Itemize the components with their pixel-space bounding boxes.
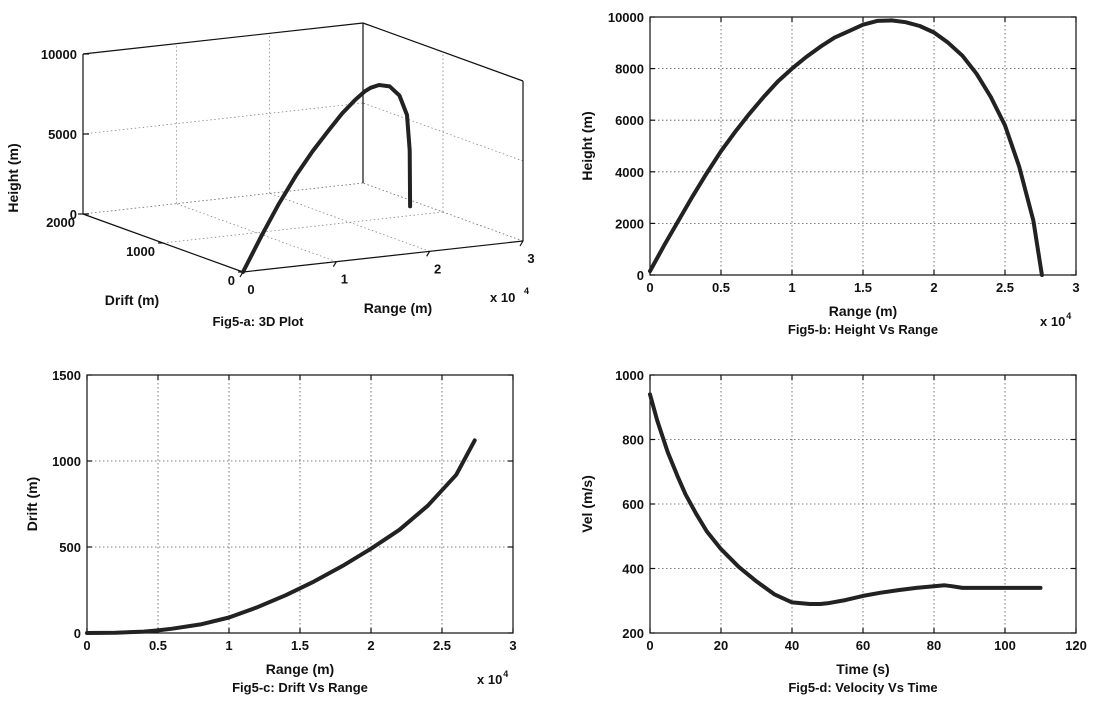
y-axis-label: Drift (m) [105, 292, 159, 308]
x-tick-label: 0 [247, 282, 254, 297]
y-tick-label: 800 [622, 433, 644, 448]
y-tick-label: 0 [74, 626, 81, 641]
side-wall-gridline [362, 102, 524, 162]
back-wall-gridline [82, 102, 364, 135]
y-axis-label: Vel (m/s) [579, 475, 595, 533]
series-line [241, 83, 413, 274]
y-tick-label: 500 [59, 540, 81, 555]
x-tick-label: 0 [646, 638, 653, 653]
x-axis-label: Range (m) [364, 300, 432, 316]
y-tick-label: 2000 [46, 215, 75, 230]
x-tick-mark [332, 261, 337, 267]
y-axis-label: Drift (m) [24, 477, 40, 531]
x-axis-label: Range (m) [266, 661, 334, 677]
x-tick-label: 20 [714, 638, 728, 653]
x-tick-label: 2 [434, 261, 441, 276]
y-tick-label: 200 [622, 626, 644, 641]
figure-caption: Fig5-d: Velocity Vs Time [788, 680, 937, 695]
z-tick-label: 5000 [48, 127, 77, 142]
box-edge [242, 240, 524, 273]
fig5d-chart: 0 20 40 60 80 100 120 200 400 600 800 1000 Time (s) V… [579, 368, 1087, 695]
y-tick-label: 1000 [126, 244, 155, 259]
x-tick-label: 60 [856, 638, 870, 653]
floor-gridline [362, 182, 524, 242]
x-exponent-value: 4 [503, 669, 508, 679]
series-line [648, 18, 1044, 277]
figure-caption: Fig5-b: Height Vs Range [788, 322, 938, 337]
floor-gridline [269, 193, 430, 252]
x-tick-label: 1 [341, 272, 348, 287]
box-edge [82, 22, 364, 55]
fig5c-chart: 0 0.5 1 1.5 2 2.5 3 0 500 1000 1500 Range (m) Drift … [24, 368, 517, 695]
y-tick-label: 1000 [52, 454, 81, 469]
x-tick-label: 2 [367, 638, 374, 653]
series-line [648, 392, 1043, 606]
x-tick-label: 120 [1065, 638, 1087, 653]
x-axis-label: Time (s) [836, 661, 889, 677]
x-tick-label: 3 [1072, 280, 1079, 295]
x-tick-label: 80 [927, 638, 941, 653]
figure-caption: Fig5-a: 3D Plot [212, 314, 304, 329]
x-tick-label: 1.5 [854, 280, 872, 295]
x-exponent-label: x 10 [477, 672, 502, 687]
y-axis-label: Height (m) [579, 111, 595, 180]
floor-gridline [176, 203, 337, 262]
box-edge [362, 22, 524, 82]
x-tick-label: 1 [788, 280, 795, 295]
x-tick-label: 2.5 [433, 638, 451, 653]
x-tick-label: 3 [527, 251, 534, 266]
x-tick-label: 100 [994, 638, 1016, 653]
floor-gridline [82, 182, 364, 215]
x-tick-label: 0.5 [149, 638, 167, 653]
y-tick-label: 4000 [615, 165, 644, 180]
x-exponent-label: x 10 [1040, 314, 1065, 329]
x-tick-label: 2 [930, 280, 937, 295]
x-tick-label: 40 [785, 638, 799, 653]
x-tick-mark [519, 240, 524, 247]
fig5b-chart: 0 0.5 1 1.5 2 2.5 3 0 2000 4000 6000 8000 10000 Range… [579, 10, 1080, 337]
y-tick-label: 400 [622, 562, 644, 577]
z-axis-label: Height (m) [5, 143, 21, 212]
x-tick-label: 0.5 [712, 280, 730, 295]
y-tick-label: 8000 [615, 62, 644, 77]
floor-gridline [162, 211, 444, 244]
x-tick-label: 1.5 [291, 638, 309, 653]
y-tick-label: 2000 [615, 216, 644, 231]
x-tick-label: 0 [646, 280, 653, 295]
y-tick-label: 10000 [608, 10, 644, 25]
z-tick-label: 0 [70, 207, 77, 222]
figure-caption: Fig5-c: Drift Vs Range [232, 680, 368, 695]
z-tick-label: 10000 [41, 47, 77, 62]
y-tick-label: 1000 [615, 368, 644, 383]
x-tick-label: 3 [509, 638, 516, 653]
x-exponent-value: 4 [524, 286, 529, 296]
x-exponent-label: x 10 [490, 290, 515, 305]
y-tick-label: 1500 [52, 368, 81, 383]
x-tick-label: 1 [225, 638, 232, 653]
x-axis-label: Range (m) [829, 303, 897, 319]
x-tick-label: 2.5 [996, 280, 1014, 295]
series-line [85, 438, 477, 635]
x-tick-label: 0 [83, 638, 90, 653]
x-exponent-value: 4 [1066, 311, 1071, 321]
y-tick-label: 0 [637, 268, 644, 283]
y-tick-label: 6000 [615, 113, 644, 128]
y-tick-label: 600 [622, 497, 644, 512]
y-tick-label: 0 [228, 273, 235, 288]
x-tick-mark [426, 251, 431, 257]
